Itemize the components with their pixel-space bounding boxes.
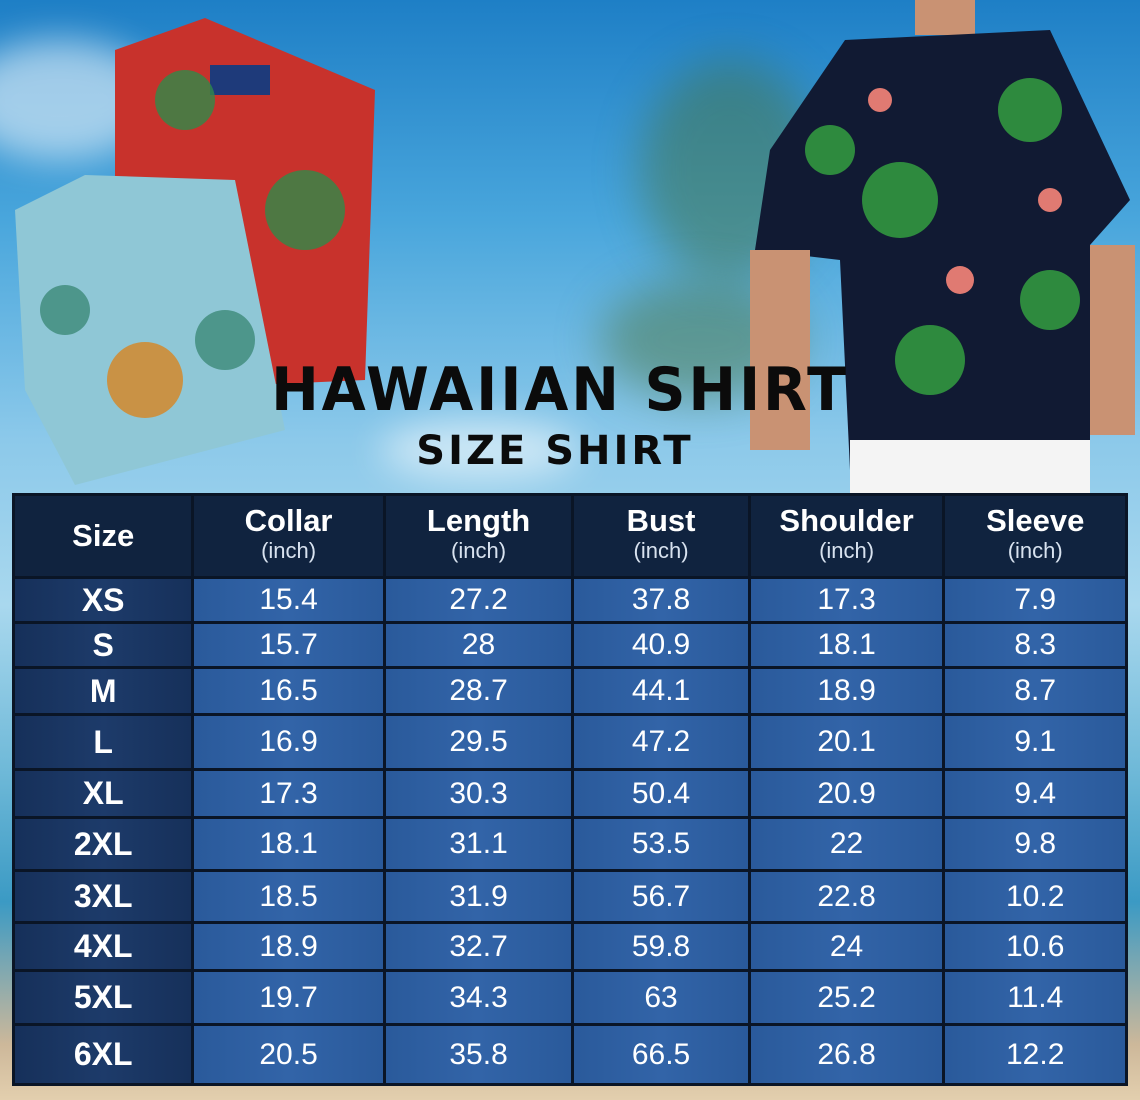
table-row: XL 17.3 30.3 50.4 20.9 9.4	[11, 768, 1128, 819]
value-cell: 53.5	[571, 816, 751, 872]
value-cell: 16.5	[191, 666, 386, 716]
size-chart-table: Size Collar (inch) Length (inch) Bust (inch) Sh…	[11, 493, 1128, 1086]
value-cell: 59.8	[571, 921, 751, 972]
value-cell: 18.1	[747, 621, 946, 669]
value-cell: 27.2	[382, 576, 575, 624]
value-cell: 35.8	[382, 1023, 575, 1086]
size-cell: XS	[11, 576, 195, 624]
table-row: S 15.7 28 40.9 18.1 8.3	[11, 621, 1128, 669]
value-cell: 10.2	[942, 869, 1128, 924]
value-cell: 10.6	[942, 921, 1128, 972]
size-cell: 5XL	[11, 969, 195, 1026]
column-header-sleeve: Sleeve (inch)	[942, 493, 1128, 579]
background-cloud	[380, 420, 580, 480]
value-cell: 56.7	[571, 869, 751, 924]
value-cell: 19.7	[191, 969, 386, 1026]
column-label: Shoulder	[779, 503, 914, 538]
column-unit: (inch)	[633, 538, 689, 563]
value-cell: 25.2	[747, 969, 946, 1026]
value-cell: 16.9	[191, 713, 386, 771]
size-cell: 3XL	[11, 869, 195, 924]
column-unit: (inch)	[819, 538, 875, 563]
table-row: L 16.9 29.5 47.2 20.1 9.1	[11, 713, 1128, 771]
value-cell: 31.9	[382, 869, 575, 924]
table-row: 5XL 19.7 34.3 63 25.2 11.4	[11, 969, 1128, 1026]
column-header-collar: Collar (inch)	[191, 493, 386, 579]
column-header-length: Length (inch)	[382, 493, 575, 579]
value-cell: 63	[571, 969, 751, 1026]
table-row: 4XL 18.9 32.7 59.8 24 10.6	[11, 921, 1128, 972]
value-cell: 34.3	[382, 969, 575, 1026]
table-row: 6XL 20.5 35.8 66.5 26.8 12.2	[11, 1023, 1128, 1086]
value-cell: 37.8	[571, 576, 751, 624]
value-cell: 28.7	[382, 666, 575, 716]
value-cell: 20.1	[747, 713, 946, 771]
value-cell: 32.7	[382, 921, 575, 972]
value-cell: 15.4	[191, 576, 386, 624]
value-cell: 66.5	[571, 1023, 751, 1086]
size-cell: XL	[11, 768, 195, 819]
value-cell: 18.1	[191, 816, 386, 872]
value-cell: 29.5	[382, 713, 575, 771]
table-header-row: Size Collar (inch) Length (inch) Bust (inch) Sh…	[11, 493, 1128, 579]
value-cell: 8.3	[942, 621, 1128, 669]
page-title: HAWAIIAN SHIRT	[271, 355, 849, 425]
size-cell: 4XL	[11, 921, 195, 972]
size-cell: 2XL	[11, 816, 195, 872]
value-cell: 17.3	[191, 768, 386, 819]
value-cell: 47.2	[571, 713, 751, 771]
value-cell: 18.9	[747, 666, 946, 716]
value-cell: 9.8	[942, 816, 1128, 872]
column-label: Length	[426, 503, 531, 538]
value-cell: 31.1	[382, 816, 575, 872]
table-row: XS 15.4 27.2 37.8 17.3 7.9	[11, 576, 1128, 624]
table-row: 2XL 18.1 31.1 53.5 22 9.8	[11, 816, 1128, 872]
size-cell: S	[11, 621, 195, 669]
value-cell: 9.1	[942, 713, 1128, 771]
column-header-bust: Bust (inch)	[571, 493, 751, 579]
value-cell: 26.8	[747, 1023, 946, 1086]
value-cell: 20.5	[191, 1023, 386, 1086]
model-shirt-image	[750, 0, 1135, 495]
value-cell: 15.7	[191, 621, 386, 669]
value-cell: 50.4	[571, 768, 751, 819]
column-unit: (inch)	[261, 538, 317, 563]
page-subtitle: SIZE SHIRT	[416, 428, 694, 474]
size-cell: M	[11, 666, 195, 716]
value-cell: 8.7	[942, 666, 1128, 716]
value-cell: 9.4	[942, 768, 1128, 819]
value-cell: 22.8	[747, 869, 946, 924]
column-header-size: Size	[11, 493, 195, 579]
value-cell: 17.3	[747, 576, 946, 624]
size-cell: L	[11, 713, 195, 771]
value-cell: 22	[747, 816, 946, 872]
value-cell: 12.2	[942, 1023, 1128, 1086]
value-cell: 7.9	[942, 576, 1128, 624]
table-row: M 16.5 28.7 44.1 18.9 8.7	[11, 666, 1128, 716]
column-unit: (inch)	[451, 538, 507, 563]
value-cell: 18.9	[191, 921, 386, 972]
value-cell: 20.9	[747, 768, 946, 819]
column-label: Bust	[626, 503, 696, 538]
value-cell: 24	[747, 921, 946, 972]
column-unit: (inch)	[1007, 538, 1063, 563]
value-cell: 28	[382, 621, 575, 669]
column-label: Sleeve	[986, 503, 1085, 538]
folded-shirts-image	[15, 18, 375, 485]
value-cell: 18.5	[191, 869, 386, 924]
column-label: Size	[72, 518, 135, 553]
value-cell: 11.4	[942, 969, 1128, 1026]
table-row: 3XL 18.5 31.9 56.7 22.8 10.2	[11, 869, 1128, 924]
size-cell: 6XL	[11, 1023, 195, 1086]
value-cell: 40.9	[571, 621, 751, 669]
column-header-shoulder: Shoulder (inch)	[747, 493, 946, 579]
value-cell: 30.3	[382, 768, 575, 819]
value-cell: 44.1	[571, 666, 751, 716]
column-label: Collar	[244, 503, 333, 538]
